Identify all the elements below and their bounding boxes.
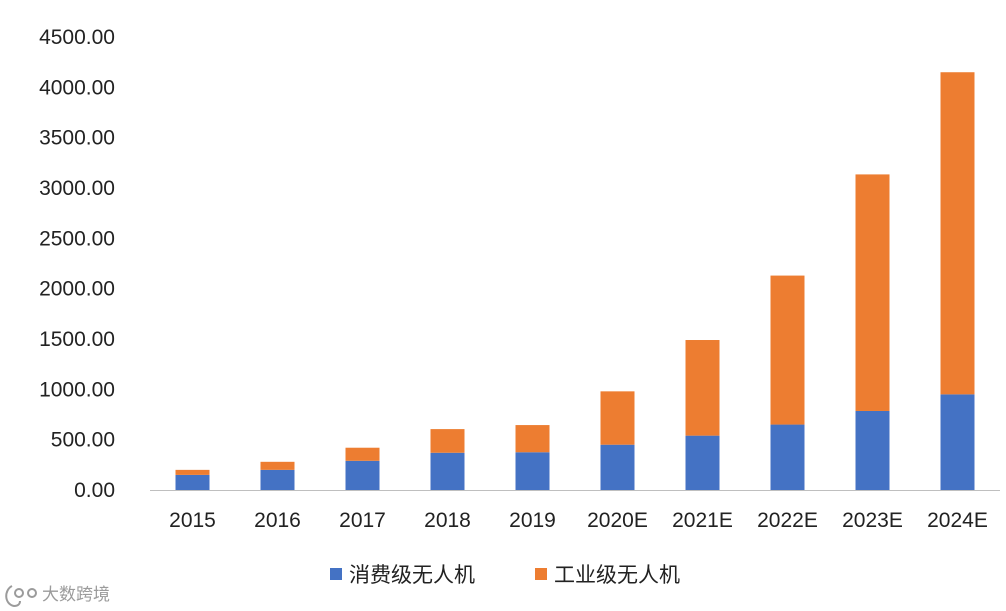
x-tick-label: 2023E (842, 509, 903, 532)
bar-segment-consumer (260, 469, 295, 490)
legend-swatch (535, 568, 547, 580)
bar-segment-industrial (770, 275, 805, 425)
y-tick-label: 3000.00 (39, 177, 115, 200)
logo-icon (5, 585, 37, 608)
bar-segment-consumer (940, 394, 975, 490)
bar-segment-industrial (600, 391, 635, 445)
bar-segment-consumer (685, 435, 720, 490)
x-axis: 2015 2016 2017 2018 2019 2020E 2021E 2022E 2023E… (150, 490, 1000, 532)
y-tick-label: 4000.00 (39, 76, 115, 99)
x-tick-label: 2018 (424, 509, 471, 532)
x-tick-label: 2019 (509, 509, 556, 532)
bar-segment-industrial (685, 340, 720, 436)
bar-segment-consumer (855, 410, 890, 490)
legend: 消费级无人机 工业级无人机 (330, 563, 680, 587)
x-tick-label: 2021E (672, 509, 733, 532)
bar-segment-consumer (600, 444, 635, 490)
bar-segment-consumer (430, 452, 465, 490)
bar-segment-industrial (855, 174, 890, 411)
x-tick-label: 2024E (927, 509, 988, 532)
watermark-text: 大数跨境 (42, 585, 110, 605)
y-axis: 0.00 500.00 1000.00 1500.00 2000.00 2500.00 30… (39, 26, 115, 502)
y-tick-label: 1500.00 (39, 328, 115, 351)
bars (175, 72, 975, 490)
y-tick-label: 3500.00 (39, 127, 115, 150)
bar-segment-industrial (175, 469, 210, 475)
x-tick-label: 2020E (587, 509, 648, 532)
legend-label: 消费级无人机 (349, 563, 475, 587)
bar-segment-industrial (430, 429, 465, 453)
x-tick-label: 2015 (169, 509, 216, 532)
bar-segment-consumer (515, 452, 550, 490)
y-tick-label: 4500.00 (39, 26, 115, 49)
legend-label: 工业级无人机 (554, 563, 680, 587)
bar-segment-consumer (770, 424, 805, 490)
bar-segment-industrial (515, 425, 550, 453)
y-tick-label: 2500.00 (39, 227, 115, 250)
bar-segment-consumer (175, 474, 210, 490)
x-tick-label: 2022E (757, 509, 818, 532)
bar-segment-industrial (345, 447, 380, 461)
y-tick-label: 0.00 (74, 479, 115, 502)
bar-segment-industrial (260, 461, 295, 470)
y-tick-label: 2000.00 (39, 278, 115, 301)
bar-segment-industrial (940, 72, 975, 395)
y-tick-label: 1000.00 (39, 378, 115, 401)
legend-swatch (330, 568, 342, 580)
x-tick-label: 2016 (254, 509, 301, 532)
bar-segment-consumer (345, 460, 380, 490)
y-tick-label: 500.00 (51, 429, 115, 452)
footer-watermark: 大数跨境 (5, 585, 110, 608)
x-tick-label: 2017 (339, 509, 386, 532)
